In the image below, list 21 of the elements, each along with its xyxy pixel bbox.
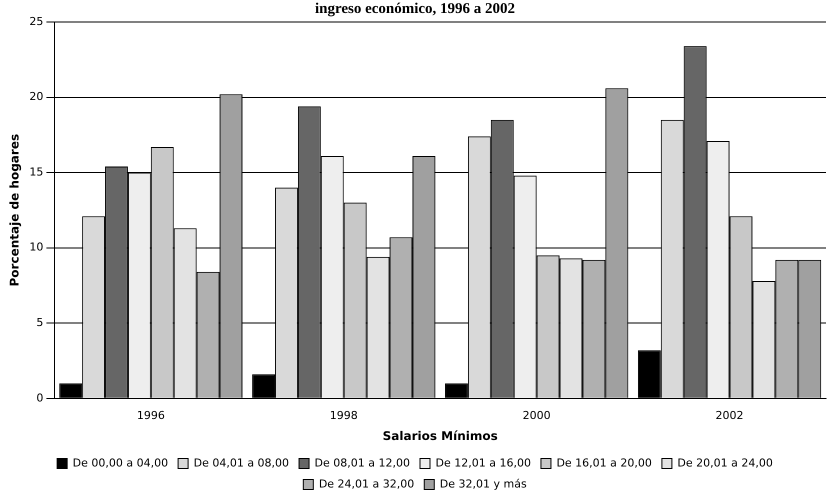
- y-tick-label: 10: [29, 240, 44, 254]
- y-tick-label: 5: [36, 316, 44, 329]
- x-tick-label: 2002: [716, 408, 744, 422]
- y-axis-title: Porcentaje de hogares: [7, 134, 22, 287]
- legend-label: De 24,01 a 32,00: [318, 477, 414, 490]
- x-tick-label: 1996: [136, 408, 165, 422]
- legend-label: De 12,01 a 16,00: [436, 456, 531, 470]
- legend-label: De 04,01 a 08,00: [194, 456, 290, 470]
- y-tick-label: 0: [36, 391, 44, 404]
- legend-label: De 00,00 a 04,00: [72, 456, 168, 470]
- y-tick-label: 25: [29, 14, 44, 28]
- chart-title: ingreso económico, 1996 a 2002: [314, 0, 516, 17]
- legend-label: De 32,01 y más: [440, 477, 527, 490]
- y-tick-label: 20: [29, 90, 44, 104]
- legend-label: De 20,01 a 24,00: [677, 456, 773, 470]
- x-tick-label: 1998: [330, 408, 358, 422]
- y-tick-label: 15: [29, 165, 44, 178]
- legend-label: De 08,01 a 12,00: [314, 456, 410, 470]
- legend-label: De 16,01 a 20,00: [556, 456, 652, 470]
- x-tick-label: 2000: [522, 408, 551, 422]
- x-axis-title: Salarios Mínimos: [382, 428, 498, 443]
